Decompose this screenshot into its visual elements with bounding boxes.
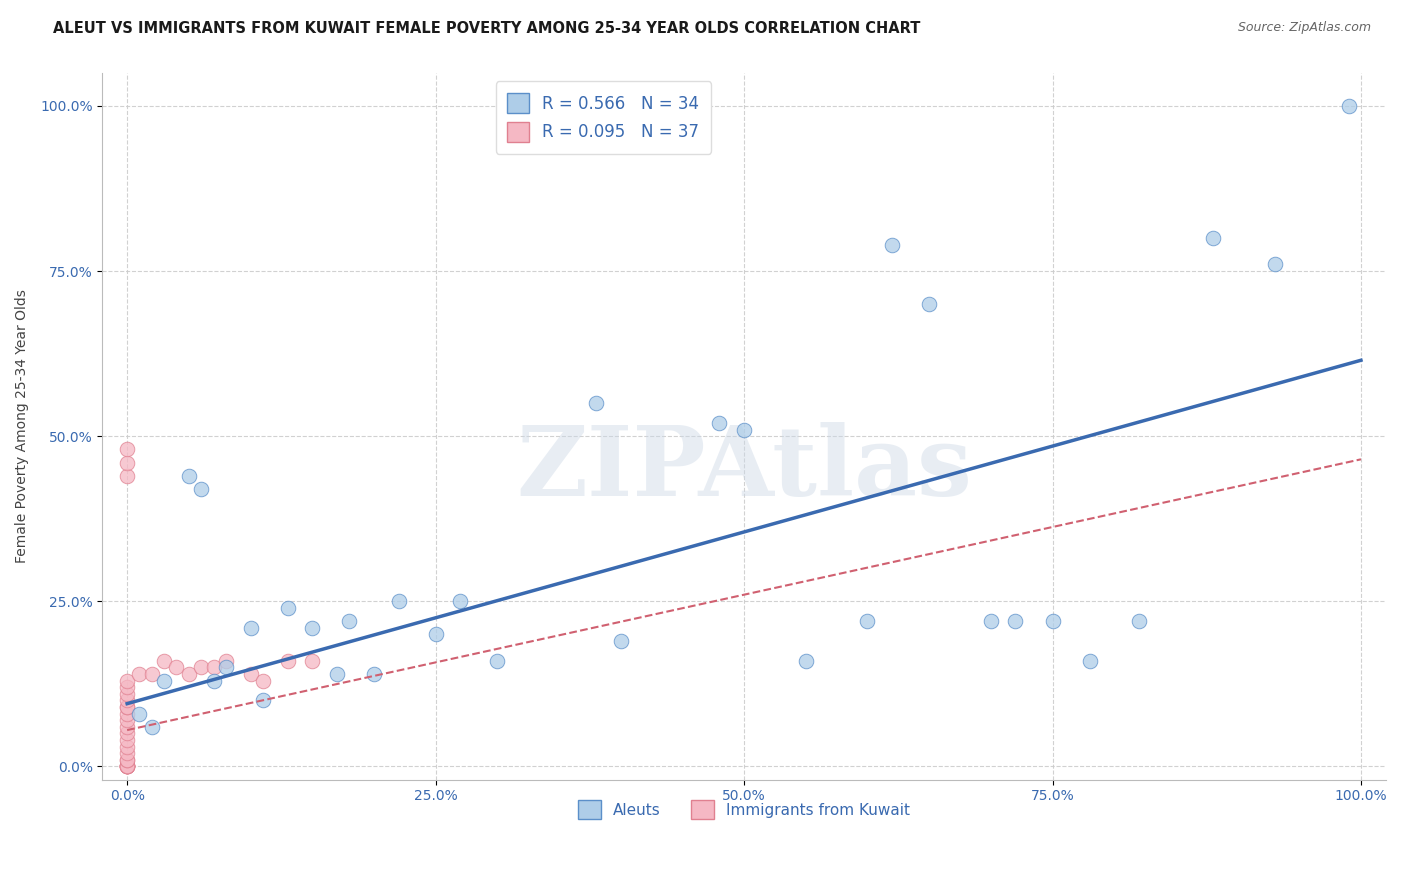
Point xyxy=(115,673,138,688)
Point xyxy=(141,720,163,734)
Point xyxy=(277,654,299,668)
Point xyxy=(153,673,176,688)
Point xyxy=(115,720,138,734)
Point xyxy=(115,468,138,483)
Point xyxy=(115,706,138,721)
Point xyxy=(425,627,447,641)
Point xyxy=(115,456,138,470)
Point xyxy=(115,442,138,457)
Point xyxy=(115,733,138,747)
Point xyxy=(252,693,274,707)
Point xyxy=(115,726,138,740)
Point xyxy=(115,759,138,773)
Point xyxy=(115,759,138,773)
Point xyxy=(1337,99,1360,113)
Point xyxy=(115,713,138,727)
Point xyxy=(239,621,262,635)
Point xyxy=(326,667,349,681)
Point xyxy=(115,746,138,760)
Point xyxy=(1202,231,1225,245)
Point xyxy=(115,753,138,767)
Point xyxy=(115,759,138,773)
Point xyxy=(1004,614,1026,628)
Point xyxy=(1042,614,1064,628)
Point xyxy=(882,237,904,252)
Point xyxy=(115,759,138,773)
Point xyxy=(115,759,138,773)
Point xyxy=(128,667,150,681)
Point xyxy=(115,680,138,694)
Point xyxy=(115,759,138,773)
Point xyxy=(115,753,138,767)
Legend: Aleuts, Immigrants from Kuwait: Aleuts, Immigrants from Kuwait xyxy=(572,794,917,825)
Point xyxy=(387,594,409,608)
Point xyxy=(115,700,138,714)
Point xyxy=(1128,614,1150,628)
Point xyxy=(918,297,941,311)
Point xyxy=(1078,654,1101,668)
Point xyxy=(190,482,212,496)
Point xyxy=(202,660,225,674)
Point xyxy=(301,654,323,668)
Point xyxy=(277,601,299,615)
Point xyxy=(115,693,138,707)
Point xyxy=(128,706,150,721)
Point xyxy=(856,614,879,628)
Point xyxy=(177,667,200,681)
Point xyxy=(215,654,238,668)
Point xyxy=(202,673,225,688)
Point xyxy=(215,660,238,674)
Point xyxy=(585,396,607,410)
Point xyxy=(363,667,385,681)
Point xyxy=(301,621,323,635)
Point xyxy=(337,614,360,628)
Y-axis label: Female Poverty Among 25-34 Year Olds: Female Poverty Among 25-34 Year Olds xyxy=(15,289,30,563)
Point xyxy=(115,687,138,701)
Point xyxy=(252,673,274,688)
Text: ALEUT VS IMMIGRANTS FROM KUWAIT FEMALE POVERTY AMONG 25-34 YEAR OLDS CORRELATION: ALEUT VS IMMIGRANTS FROM KUWAIT FEMALE P… xyxy=(53,21,921,36)
Point xyxy=(141,667,163,681)
Point xyxy=(190,660,212,674)
Text: Source: ZipAtlas.com: Source: ZipAtlas.com xyxy=(1237,21,1371,34)
Point xyxy=(486,654,509,668)
Point xyxy=(794,654,817,668)
Point xyxy=(166,660,188,674)
Point xyxy=(980,614,1002,628)
Point xyxy=(153,654,176,668)
Point xyxy=(115,700,138,714)
Point xyxy=(115,739,138,754)
Point xyxy=(177,468,200,483)
Point xyxy=(609,634,631,648)
Point xyxy=(1264,258,1286,272)
Point xyxy=(115,759,138,773)
Point xyxy=(733,423,755,437)
Point xyxy=(709,416,731,430)
Point xyxy=(449,594,471,608)
Text: ZIPAtlas: ZIPAtlas xyxy=(516,422,972,516)
Point xyxy=(239,667,262,681)
